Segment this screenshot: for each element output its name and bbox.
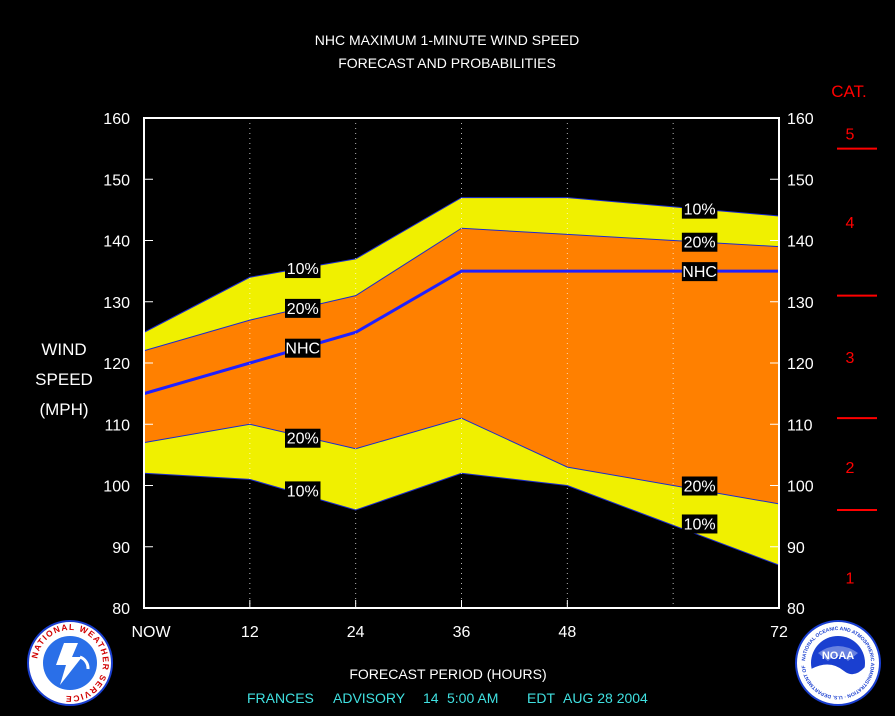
band-label-6: 20% bbox=[684, 235, 716, 252]
y-axis-label: WIND SPEED (MPH) bbox=[35, 340, 93, 419]
y-tick-label-right-90: 90 bbox=[787, 540, 805, 557]
y-tick-label-right-120: 120 bbox=[787, 356, 814, 373]
footer-advisory-number: 14 bbox=[423, 690, 439, 706]
chart-title: NHC MAXIMUM 1-MINUTE WIND SPEED bbox=[315, 32, 579, 48]
category-label-1: 1 bbox=[846, 570, 855, 587]
y-tick-label-right-110: 110 bbox=[787, 417, 813, 434]
band-label-bg-2 bbox=[285, 338, 321, 358]
band-label-bg-4 bbox=[285, 481, 321, 501]
category-scale: CAT. 1 2 3 4 5 bbox=[831, 82, 877, 587]
x-axis-label: FORECAST PERIOD (HOURS) bbox=[349, 666, 546, 682]
band-label-bg-0 bbox=[285, 259, 321, 279]
x-tick-label-36: 36 bbox=[453, 624, 471, 641]
band-label-bg-8 bbox=[681, 476, 718, 496]
y-tick-label-right-130: 130 bbox=[787, 295, 814, 312]
y-axis-label-line-1: WIND bbox=[41, 340, 86, 359]
y-tick-label-left-80: 80 bbox=[112, 601, 130, 618]
band-label-bg-7 bbox=[681, 262, 718, 282]
axes: 80 80 90 90 100 100 110 110 120 120 130 130 140 140 15… bbox=[103, 111, 814, 641]
band-label-8: 20% bbox=[684, 479, 716, 496]
band-label-7: NHC bbox=[682, 264, 717, 281]
y-tick-label-left-110: 110 bbox=[104, 417, 130, 434]
footer-date: AUG 28 2004 bbox=[563, 690, 648, 706]
nws-logo: NATIONAL WEATHER SERVICE bbox=[27, 620, 113, 706]
noaa-logo-text: NOAA bbox=[822, 650, 854, 662]
x-tick-label-0: NOW bbox=[131, 624, 171, 641]
series-line-1 bbox=[143, 227, 780, 352]
band-label-0: 10% bbox=[287, 261, 319, 278]
chart-titles: NHC MAXIMUM 1-MINUTE WIND SPEED FORECAST… bbox=[315, 32, 579, 71]
band-label-5: 10% bbox=[684, 202, 716, 219]
y-axis-label-line-2: SPEED bbox=[35, 370, 93, 389]
band-labels: 10% 20% NHC 20% 10% 10% 20% NHC 20% 10% bbox=[285, 199, 718, 534]
band-label-bg-5 bbox=[681, 199, 718, 219]
y-tick-label-left-150: 150 bbox=[103, 172, 130, 189]
y-tick-label-right-150: 150 bbox=[787, 172, 814, 189]
band-label-bg-6 bbox=[681, 232, 718, 252]
band-label-3: 20% bbox=[287, 431, 319, 448]
band-label-4: 10% bbox=[287, 483, 319, 500]
band-upper-10 bbox=[144, 197, 779, 351]
band-label-2: NHC bbox=[285, 341, 320, 358]
vertical-gridlines bbox=[249, 118, 674, 608]
y-tick-label-left-90: 90 bbox=[112, 540, 130, 557]
category-label-3: 3 bbox=[846, 350, 855, 367]
y-tick-label-left-120: 120 bbox=[103, 356, 130, 373]
footer-storm-name: FRANCES bbox=[247, 690, 314, 706]
category-label-4: 4 bbox=[846, 215, 855, 232]
footer-advisory-label: ADVISORY bbox=[333, 690, 406, 706]
y-axis-label-line-3: (MPH) bbox=[39, 400, 88, 419]
y-tick-label-left-130: 130 bbox=[103, 295, 130, 312]
band-label-bg-3 bbox=[285, 428, 321, 448]
y-tick-label-right-80: 80 bbox=[787, 601, 805, 618]
y-tick-label-right-100: 100 bbox=[787, 479, 814, 496]
x-tick-label-72: 72 bbox=[770, 624, 788, 641]
footer-zone: EDT bbox=[527, 690, 555, 706]
advisory-footer: FRANCES ADVISORY 14 5:00 AM EDT AUG 28 2… bbox=[247, 690, 648, 706]
y-tick-label-right-160: 160 bbox=[787, 111, 814, 128]
series-line-4 bbox=[143, 472, 780, 566]
band-label-bg-9 bbox=[681, 514, 718, 534]
chart-subtitle: FORECAST AND PROBABILITIES bbox=[338, 55, 556, 71]
band-label-1: 20% bbox=[287, 301, 319, 318]
band-lower-10 bbox=[144, 418, 779, 566]
footer-time: 5:00 AM bbox=[447, 690, 498, 706]
category-label-5: 5 bbox=[846, 126, 855, 143]
band-label-9: 10% bbox=[684, 516, 716, 533]
x-tick-label-48: 48 bbox=[558, 624, 576, 641]
category-label-2: 2 bbox=[846, 460, 855, 477]
y-tick-label-left-100: 100 bbox=[103, 479, 130, 496]
series-line-0 bbox=[143, 197, 780, 333]
nhc-forecast-line bbox=[143, 269, 779, 396]
band-label-bg-1 bbox=[285, 298, 321, 318]
y-tick-label-right-140: 140 bbox=[787, 234, 814, 251]
plot-area bbox=[143, 197, 780, 566]
category-title: CAT. bbox=[831, 82, 867, 101]
y-tick-label-left-160: 160 bbox=[103, 111, 130, 128]
x-tick-label-12: 12 bbox=[241, 624, 259, 641]
noaa-logo: NOAA NATIONAL OCEANIC AND ATMOSPHERIC AD… bbox=[795, 620, 881, 706]
x-tick-label-24: 24 bbox=[347, 624, 365, 641]
y-tick-label-left-140: 140 bbox=[103, 234, 130, 251]
series-line-3 bbox=[143, 417, 780, 505]
